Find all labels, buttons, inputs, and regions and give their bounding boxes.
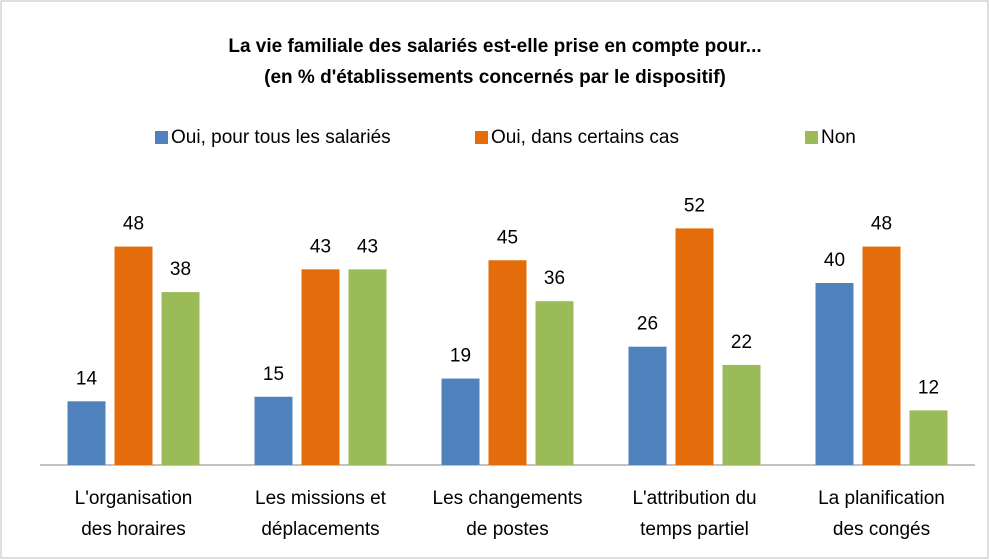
bar: [67, 401, 106, 465]
legend-swatch: [155, 131, 168, 144]
value-label: 43: [357, 236, 378, 257]
value-label: 22: [731, 332, 752, 353]
x-tick-label: des horaires: [81, 519, 186, 540]
value-label: 48: [871, 214, 892, 235]
bar: [815, 283, 854, 465]
value-label: 43: [310, 236, 331, 257]
value-label: 12: [918, 377, 939, 398]
value-label: 15: [263, 364, 284, 385]
legend-label: Non: [821, 127, 856, 148]
bar: [535, 301, 574, 465]
x-tick-label: temps partiel: [640, 519, 749, 540]
chart-title: La vie familiale des salariés est-elle p…: [228, 36, 761, 57]
bar: [862, 246, 901, 465]
value-label: 36: [544, 268, 565, 289]
bar: [675, 228, 714, 465]
value-label: 40: [824, 250, 845, 271]
value-label: 45: [497, 227, 518, 248]
legend-label: Oui, pour tous les salariés: [171, 127, 391, 148]
x-tick-label: Les changements: [433, 488, 583, 509]
bar: [301, 269, 340, 465]
chart-subtitle: (en % d'établissements concernés par le …: [264, 67, 726, 88]
value-label: 48: [123, 214, 144, 235]
x-tick-label: des congés: [833, 519, 930, 540]
bar: [161, 292, 200, 465]
bar: [909, 410, 948, 465]
value-label: 19: [450, 346, 471, 367]
x-tick-label: L'attribution du: [632, 488, 756, 509]
legend-swatch: [475, 131, 488, 144]
value-label: 38: [170, 259, 191, 280]
x-tick-label: L'organisation: [75, 488, 193, 509]
x-tick-label: de postes: [466, 519, 548, 540]
bar: [628, 346, 667, 465]
value-label: 52: [684, 195, 705, 216]
bar: [348, 269, 387, 465]
x-tick-label: La planification: [818, 488, 945, 509]
value-label: 26: [637, 314, 658, 335]
bar: [114, 246, 153, 465]
value-label: 14: [76, 368, 98, 389]
bar: [722, 364, 761, 465]
bar: [441, 378, 480, 465]
x-tick-label: déplacements: [261, 519, 379, 540]
legend-swatch: [805, 131, 818, 144]
legend-label: Oui, dans certains cas: [491, 127, 679, 148]
x-tick-label: Les missions et: [255, 488, 387, 509]
bar: [254, 396, 293, 465]
bar: [488, 260, 527, 465]
